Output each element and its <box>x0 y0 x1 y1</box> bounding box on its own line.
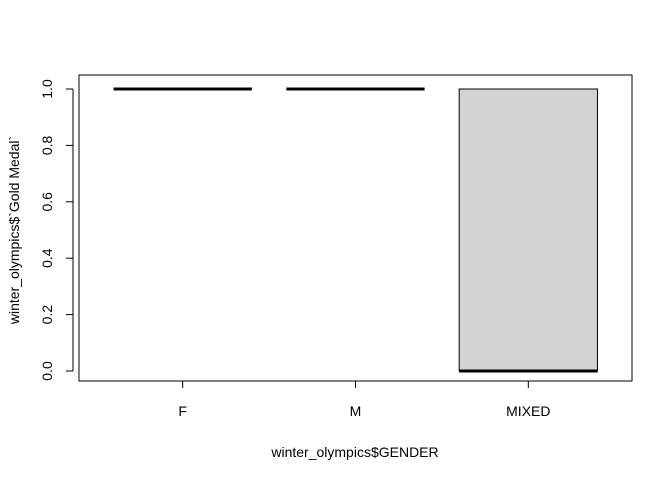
y-tick-label: 0.6 <box>39 192 55 212</box>
y-tick-label: 1.0 <box>39 79 55 99</box>
box-group <box>113 87 598 373</box>
x-tick-label: M <box>350 403 362 419</box>
y-tick-label: 0.2 <box>39 305 55 325</box>
y-tick-label: 0.8 <box>39 135 55 155</box>
box-mixed <box>458 88 598 372</box>
x-tick-label: MIXED <box>506 403 550 419</box>
y-tick-label: 0.0 <box>39 361 55 381</box>
y-axis: 0.0 0.2 0.4 0.6 0.8 1.0 <box>39 79 74 381</box>
x-axis: F M MIXED <box>178 380 550 419</box>
y-axis-title: winter_olympics$`Gold Medal` <box>6 136 22 325</box>
x-tick-label: F <box>178 403 187 419</box>
x-axis-title: winter_olympics$GENDER <box>270 444 438 460</box>
y-tick-label: 0.4 <box>39 248 55 268</box>
